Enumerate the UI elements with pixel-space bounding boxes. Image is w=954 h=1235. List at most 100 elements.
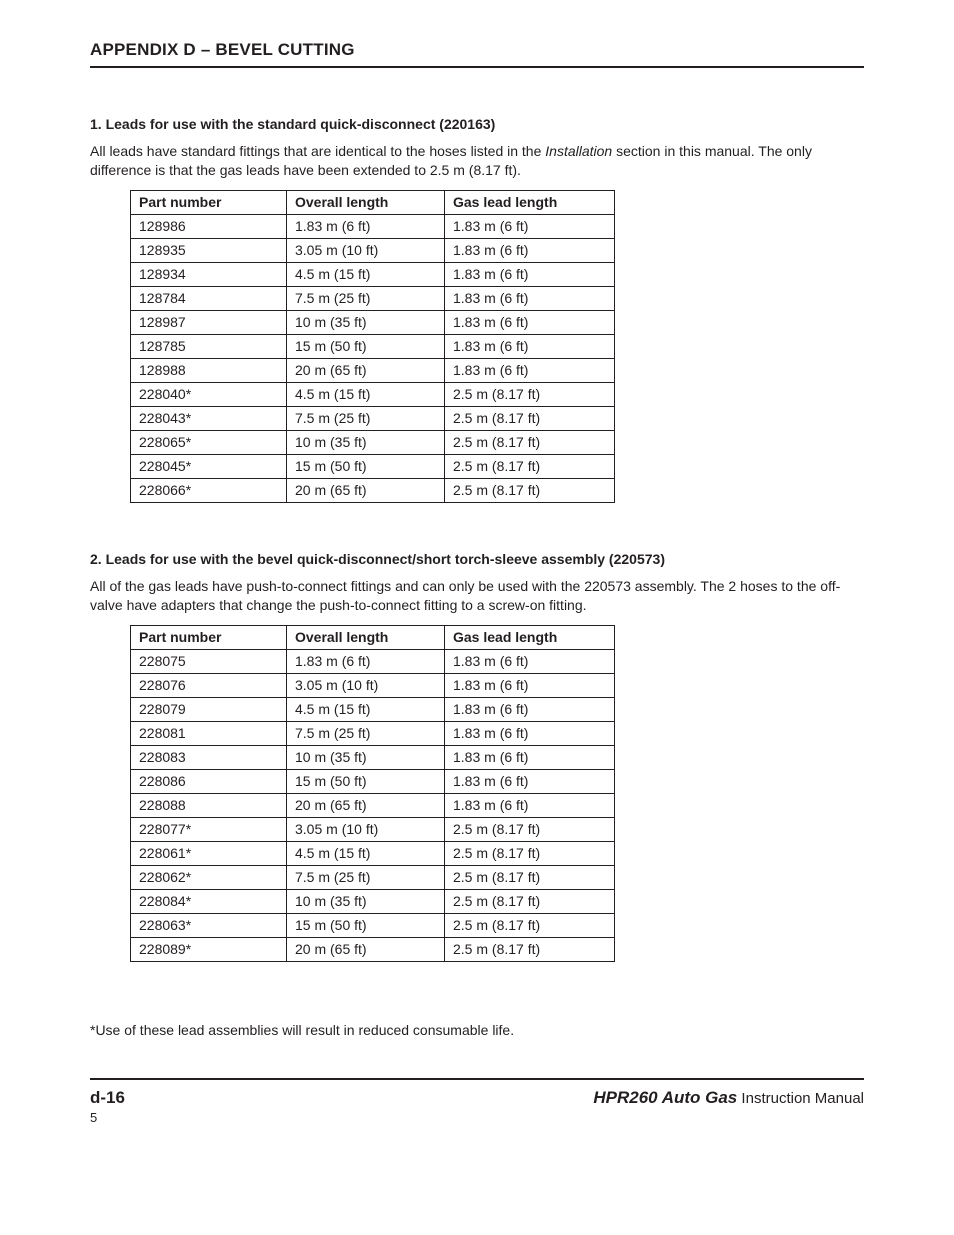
table-cell: 10 m (35 ft) — [287, 310, 445, 334]
table-cell: 228088 — [131, 793, 287, 817]
table-cell: 128784 — [131, 286, 287, 310]
section1-heading: 1. Leads for use with the standard quick… — [90, 116, 864, 132]
table-cell: 10 m (35 ft) — [287, 430, 445, 454]
table-cell: 2.5 m (8.17 ft) — [445, 430, 615, 454]
table-cell: 228065* — [131, 430, 287, 454]
table-row: 228065*10 m (35 ft)2.5 m (8.17 ft) — [131, 430, 615, 454]
table-cell: 228076 — [131, 673, 287, 697]
table-cell: 7.5 m (25 ft) — [287, 286, 445, 310]
table-cell: 1.83 m (6 ft) — [445, 286, 615, 310]
table-cell: 1.83 m (6 ft) — [445, 793, 615, 817]
col-header-length: Overall length — [287, 190, 445, 214]
table-header-row: Part number Overall length Gas lead leng… — [131, 625, 615, 649]
table-cell: 4.5 m (15 ft) — [287, 262, 445, 286]
table-cell: 228043* — [131, 406, 287, 430]
section1-body: All leads have standard fittings that ar… — [90, 142, 864, 180]
table-row: 228066*20 m (65 ft)2.5 m (8.17 ft) — [131, 478, 615, 502]
table-cell: 7.5 m (25 ft) — [287, 865, 445, 889]
table-cell: 4.5 m (15 ft) — [287, 382, 445, 406]
page-content: APPENDIX D – BEVEL CUTTING 1. Leads for … — [0, 0, 954, 1155]
table-cell: 1.83 m (6 ft) — [445, 649, 615, 673]
section2-body: All of the gas leads have push-to-connec… — [90, 577, 864, 615]
col-header-gas: Gas lead length — [445, 625, 615, 649]
table-cell: 20 m (65 ft) — [287, 358, 445, 382]
table-row: 12898820 m (65 ft)1.83 m (6 ft) — [131, 358, 615, 382]
table-cell: 1.83 m (6 ft) — [445, 262, 615, 286]
section1-body-pre: All leads have standard fittings that ar… — [90, 143, 545, 159]
table-cell: 1.83 m (6 ft) — [445, 769, 615, 793]
table-cell: 128934 — [131, 262, 287, 286]
table-cell: 7.5 m (25 ft) — [287, 406, 445, 430]
table-cell: 228083 — [131, 745, 287, 769]
table-cell: 2.5 m (8.17 ft) — [445, 454, 615, 478]
table-cell: 15 m (50 ft) — [287, 334, 445, 358]
table-cell: 1.83 m (6 ft) — [445, 238, 615, 262]
table-cell: 1.83 m (6 ft) — [445, 334, 615, 358]
table-cell: 1.83 m (6 ft) — [445, 745, 615, 769]
table-cell: 2.5 m (8.17 ft) — [445, 913, 615, 937]
table-cell: 15 m (50 ft) — [287, 769, 445, 793]
col-header-part: Part number — [131, 190, 287, 214]
page-footer: d-16 HPR260 Auto Gas Instruction Manual — [90, 1078, 864, 1108]
table-cell: 20 m (65 ft) — [287, 478, 445, 502]
table-cell: 228063* — [131, 913, 287, 937]
table-cell: 228045* — [131, 454, 287, 478]
table-cell: 228084* — [131, 889, 287, 913]
product-name: HPR260 Auto Gas — [593, 1088, 737, 1107]
table-cell: 1.83 m (6 ft) — [287, 214, 445, 238]
table-row: 1289861.83 m (6 ft)1.83 m (6 ft) — [131, 214, 615, 238]
table-row: 228045*15 m (50 ft)2.5 m (8.17 ft) — [131, 454, 615, 478]
table-standard-leads: Part number Overall length Gas lead leng… — [130, 190, 615, 503]
table-cell: 3.05 m (10 ft) — [287, 817, 445, 841]
table-row: 2280817.5 m (25 ft)1.83 m (6 ft) — [131, 721, 615, 745]
table-row: 2280794.5 m (15 ft)1.83 m (6 ft) — [131, 697, 615, 721]
table-row: 228061*4.5 m (15 ft)2.5 m (8.17 ft) — [131, 841, 615, 865]
table-row: 228089*20 m (65 ft)2.5 m (8.17 ft) — [131, 937, 615, 961]
table-cell: 2.5 m (8.17 ft) — [445, 937, 615, 961]
manual-title: HPR260 Auto Gas Instruction Manual — [593, 1088, 864, 1108]
table-cell: 1.83 m (6 ft) — [445, 358, 615, 382]
table-cell: 1.83 m (6 ft) — [445, 673, 615, 697]
table-cell: 1.83 m (6 ft) — [445, 310, 615, 334]
table-cell: 4.5 m (15 ft) — [287, 841, 445, 865]
section1-body-italic: Installation — [545, 143, 612, 159]
table-cell: 1.83 m (6 ft) — [445, 697, 615, 721]
table-cell: 228061* — [131, 841, 287, 865]
appendix-title: APPENDIX D – BEVEL CUTTING — [90, 40, 864, 68]
table-row: 22808615 m (50 ft)1.83 m (6 ft) — [131, 769, 615, 793]
table-cell: 15 m (50 ft) — [287, 913, 445, 937]
footnote: *Use of these lead assemblies will resul… — [90, 1022, 864, 1038]
footer-small-number: 5 — [90, 1110, 864, 1125]
table-cell: 128987 — [131, 310, 287, 334]
table-cell: 228062* — [131, 865, 287, 889]
table-header-row: Part number Overall length Gas lead leng… — [131, 190, 615, 214]
table-row: 1287847.5 m (25 ft)1.83 m (6 ft) — [131, 286, 615, 310]
section2-heading: 2. Leads for use with the bevel quick-di… — [90, 551, 864, 567]
table-cell: 2.5 m (8.17 ft) — [445, 865, 615, 889]
table-cell: 20 m (65 ft) — [287, 937, 445, 961]
table-cell: 10 m (35 ft) — [287, 745, 445, 769]
table-bevel-leads: Part number Overall length Gas lead leng… — [130, 625, 615, 962]
table-cell: 228066* — [131, 478, 287, 502]
table-row: 12878515 m (50 ft)1.83 m (6 ft) — [131, 334, 615, 358]
table-row: 22808310 m (35 ft)1.83 m (6 ft) — [131, 745, 615, 769]
table-row: 228040*4.5 m (15 ft)2.5 m (8.17 ft) — [131, 382, 615, 406]
table-cell: 2.5 m (8.17 ft) — [445, 406, 615, 430]
table-cell: 2.5 m (8.17 ft) — [445, 382, 615, 406]
col-header-gas: Gas lead length — [445, 190, 615, 214]
table-cell: 228077* — [131, 817, 287, 841]
table-cell: 228040* — [131, 382, 287, 406]
table-row: 228062*7.5 m (25 ft)2.5 m (8.17 ft) — [131, 865, 615, 889]
table-cell: 128785 — [131, 334, 287, 358]
table-cell: 7.5 m (25 ft) — [287, 721, 445, 745]
table-row: 12898710 m (35 ft)1.83 m (6 ft) — [131, 310, 615, 334]
manual-suffix: Instruction Manual — [737, 1090, 864, 1107]
table-cell: 2.5 m (8.17 ft) — [445, 817, 615, 841]
table-cell: 3.05 m (10 ft) — [287, 673, 445, 697]
table-row: 1289344.5 m (15 ft)1.83 m (6 ft) — [131, 262, 615, 286]
table-cell: 1.83 m (6 ft) — [287, 649, 445, 673]
table-cell: 1.83 m (6 ft) — [445, 721, 615, 745]
table-cell: 1.83 m (6 ft) — [445, 214, 615, 238]
table-row: 2280751.83 m (6 ft)1.83 m (6 ft) — [131, 649, 615, 673]
table-row: 22808820 m (65 ft)1.83 m (6 ft) — [131, 793, 615, 817]
